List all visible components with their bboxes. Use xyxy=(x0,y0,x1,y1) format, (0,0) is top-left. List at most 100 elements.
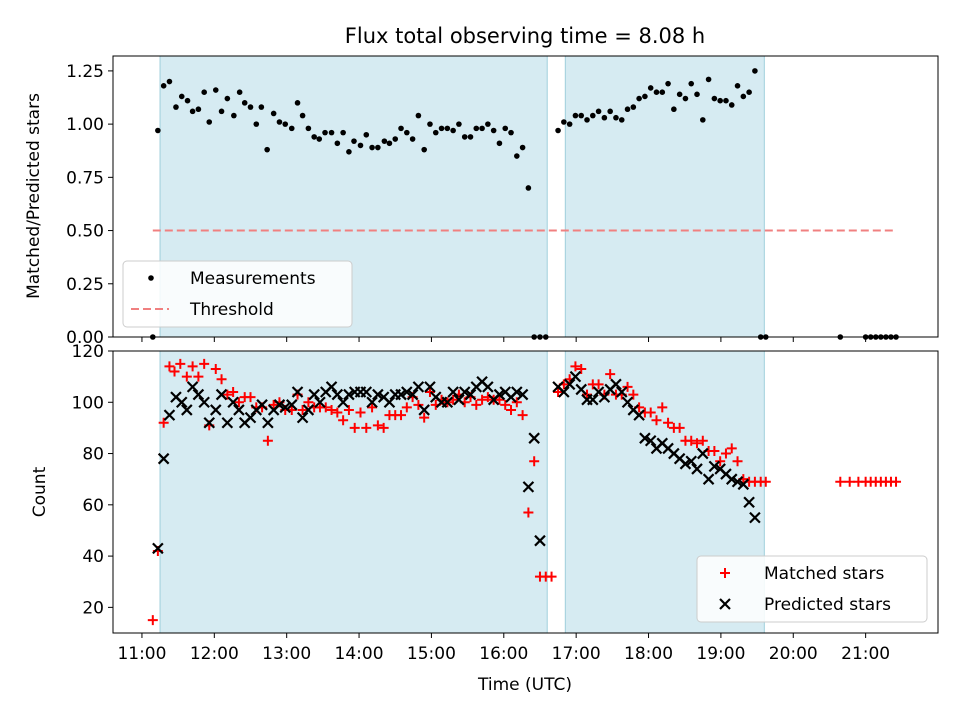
bottom-series: Matched stars Predicted stars xyxy=(147,358,928,626)
data-point-matched xyxy=(169,366,180,377)
data-point-measurement xyxy=(264,146,270,153)
data-point-measurement xyxy=(653,89,660,95)
axes-frame xyxy=(112,55,939,338)
data-point-measurement xyxy=(590,112,596,119)
data-point-predicted xyxy=(395,388,407,401)
y-tick-label: 1.25 xyxy=(66,62,104,82)
data-point-measurement xyxy=(757,334,764,340)
data-point-predicted xyxy=(343,388,355,401)
data-point-measurement xyxy=(189,108,196,115)
data-point-matched xyxy=(181,371,192,382)
top-axes: 0.00 0.25 0.50 0.75 1.00 1.25 xyxy=(66,55,939,348)
data-point-matched xyxy=(158,417,169,428)
data-point-predicted xyxy=(482,381,494,393)
data-point-measurement xyxy=(502,125,509,132)
data-point-measurement xyxy=(561,119,567,125)
data-point-matched xyxy=(343,404,354,415)
data-point-predicted xyxy=(708,460,721,473)
data-point-measurement xyxy=(723,97,729,104)
data-point-predicted xyxy=(198,396,210,409)
data-point-measurement xyxy=(288,125,295,132)
data-point-predicted xyxy=(587,393,599,406)
data-point-matched xyxy=(413,399,424,410)
data-point-matched xyxy=(326,404,337,415)
legend-swatch-matched xyxy=(720,568,730,578)
y-tick-label: 80 xyxy=(82,445,104,465)
data-point-measurement xyxy=(682,95,689,102)
y-tick-label: 0.75 xyxy=(66,168,104,188)
data-point-measurement xyxy=(421,146,427,153)
x-tick-label: 20:00 xyxy=(769,644,818,664)
data-point-predicted xyxy=(227,396,239,409)
x-tick-label: 18:00 xyxy=(624,644,673,664)
x-tick-label: 16:00 xyxy=(479,644,528,664)
data-point-predicted xyxy=(743,496,755,509)
data-point-predicted xyxy=(731,475,744,488)
data-point-matched xyxy=(511,397,522,408)
data-point-matched xyxy=(500,399,511,410)
data-point-measurement xyxy=(282,121,289,127)
data-point-measurement xyxy=(566,121,573,127)
y-tick-label: 40 xyxy=(82,547,104,567)
data-point-predicted xyxy=(493,388,506,401)
data-point-measurement xyxy=(381,138,388,144)
data-point-predicted xyxy=(458,386,471,398)
data-point-matched xyxy=(651,415,662,426)
data-point-measurement xyxy=(363,131,370,138)
data-point-predicted xyxy=(291,386,304,398)
data-point-matched xyxy=(686,435,697,446)
data-point-matched xyxy=(262,435,273,446)
data-point-matched xyxy=(891,476,902,487)
data-point-measurement xyxy=(231,112,237,119)
y-tick-label: 0.50 xyxy=(66,222,104,242)
data-point-predicted xyxy=(175,396,188,409)
data-point-matched xyxy=(355,407,366,418)
data-point-predicted xyxy=(534,534,546,547)
data-point-matched xyxy=(835,476,846,487)
data-point-measurement xyxy=(351,138,357,144)
bottom-axes: 20 40 60 80 100 120 11:00 12:00 13:00 14:00 15:00 1… xyxy=(72,342,939,664)
data-point-measurement xyxy=(404,129,410,136)
data-point-measurement xyxy=(334,140,341,147)
data-point-measurement xyxy=(762,334,769,340)
data-point-measurement xyxy=(490,127,497,134)
data-point-matched xyxy=(332,407,343,418)
data-point-predicted xyxy=(157,452,170,465)
data-point-measurement xyxy=(461,134,468,140)
data-point-predicted xyxy=(558,386,570,398)
data-point-measurement xyxy=(479,125,485,132)
data-point-measurement xyxy=(247,104,254,110)
data-point-predicted xyxy=(372,388,384,401)
data-point-predicted xyxy=(453,393,465,406)
data-point-measurement xyxy=(305,125,312,132)
data-point-predicted xyxy=(685,455,698,468)
data-point-measurement xyxy=(717,97,723,104)
data-point-predicted xyxy=(233,404,245,416)
data-point-matched xyxy=(378,422,389,433)
data-point-predicted xyxy=(737,478,750,491)
data-point-matched xyxy=(553,387,564,398)
data-point-measurement xyxy=(746,89,752,95)
data-point-measurement xyxy=(346,148,352,155)
legend-label: Measurements xyxy=(190,269,316,289)
data-point-predicted xyxy=(749,511,761,524)
data-point-measurement xyxy=(659,89,666,95)
data-point-predicted xyxy=(702,473,715,485)
data-point-measurement xyxy=(688,80,695,87)
data-point-measurement xyxy=(867,334,874,340)
x-tick-label: 14:00 xyxy=(335,644,384,664)
data-point-matched xyxy=(210,363,221,374)
data-point-measurement xyxy=(740,93,747,100)
data-point-matched xyxy=(419,412,430,423)
data-point-predicted xyxy=(181,404,193,416)
data-point-measurement xyxy=(676,91,683,98)
data-point-measurement xyxy=(734,83,741,89)
data-point-measurement xyxy=(467,134,474,140)
data-point-measurement xyxy=(555,127,561,134)
data-point-measurement xyxy=(224,95,231,102)
data-point-predicted xyxy=(511,386,523,398)
data-point-matched xyxy=(471,399,482,410)
data-point-predicted xyxy=(192,388,205,401)
data-point-matched xyxy=(674,422,685,433)
